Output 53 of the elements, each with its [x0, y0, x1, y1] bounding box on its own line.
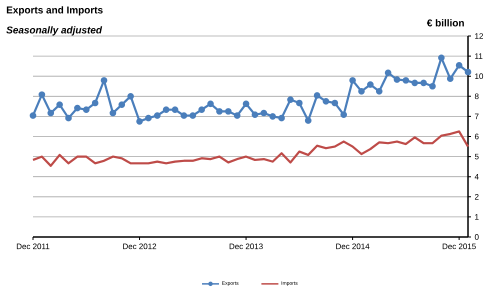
- point: [198, 106, 205, 113]
- point: [242, 100, 250, 108]
- point: [92, 100, 98, 106]
- y-axis-title: € billion: [426, 19, 464, 26]
- point: [340, 111, 348, 118]
- point: [47, 110, 54, 116]
- point: [145, 114, 152, 122]
- point: [304, 117, 312, 124]
- point: [190, 112, 196, 119]
- point: [162, 106, 170, 113]
- point: [420, 80, 427, 86]
- point: [269, 113, 276, 120]
- point: [438, 54, 445, 62]
- point: [376, 88, 383, 95]
- point: [38, 91, 46, 98]
- point: [207, 100, 214, 108]
- point: [154, 112, 161, 119]
- point: [225, 108, 232, 115]
- point: [110, 110, 116, 116]
- point: [287, 96, 294, 103]
- point: [358, 88, 365, 95]
- point: [278, 114, 285, 122]
- point: [446, 75, 454, 82]
- point: [402, 77, 410, 84]
- point: [464, 68, 472, 76]
- point: [384, 70, 392, 76]
- point: [367, 81, 374, 88]
- point: [252, 111, 258, 118]
- point: [296, 100, 303, 106]
- point: [429, 82, 436, 90]
- point: [136, 118, 143, 125]
- point: [216, 108, 223, 115]
- point: [56, 101, 63, 108]
- point: [118, 101, 126, 108]
- chart-title: Exports and Imports: [6, 6, 103, 16]
- point: [456, 62, 462, 69]
- point: [100, 77, 108, 84]
- point: [322, 98, 330, 105]
- point: [65, 114, 72, 122]
- point: [314, 92, 320, 99]
- point: [411, 80, 418, 86]
- point: [180, 112, 188, 119]
- point: [172, 106, 178, 113]
- chart-subtitle: Seasonally adjusted: [6, 26, 102, 36]
- point: [74, 104, 81, 112]
- point: [349, 77, 356, 84]
- point: [82, 106, 90, 113]
- point: [394, 76, 400, 83]
- point: [260, 110, 268, 116]
- point: [127, 93, 134, 100]
- point: [234, 112, 240, 119]
- point: [30, 112, 36, 119]
- point: [332, 100, 338, 106]
